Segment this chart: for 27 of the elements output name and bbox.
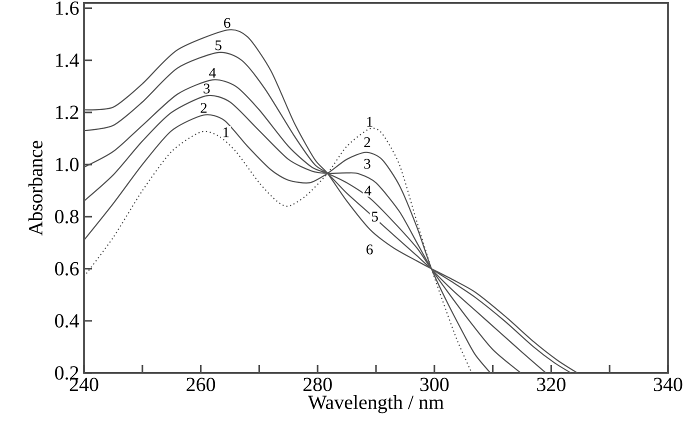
y-tick-label: 0.6: [55, 262, 79, 276]
y-tick-label: 1.2: [56, 106, 78, 120]
series-label: 2: [200, 103, 207, 113]
y-tick-label: 0.2: [55, 366, 78, 380]
x-axis-title: Wavelength / nm: [308, 395, 444, 414]
series-label: 4: [209, 68, 216, 78]
x-tick-label: 280: [303, 378, 332, 392]
annotation: 4: [364, 186, 372, 196]
y-tick-label: 1.4: [56, 54, 79, 68]
series-label: 1: [367, 116, 372, 127]
x-tick-label: 300: [420, 378, 449, 392]
series-label: 3: [204, 84, 210, 94]
x-tick-label: 320: [537, 378, 566, 392]
annotation: 6: [366, 244, 373, 254]
y-tick-label: 0.8: [55, 210, 79, 224]
y-axis-title: Absorbance: [28, 140, 42, 236]
annotation: 3: [364, 158, 370, 169]
series-label: 6: [224, 18, 230, 28]
x-tick-label: 340: [654, 378, 682, 392]
annotation: 1: [224, 127, 229, 138]
x-tick-label: 260: [186, 378, 216, 392]
y-tick-label: 0.4: [55, 314, 79, 328]
y-tick-label: 1.0: [56, 158, 79, 172]
series-label: 5: [216, 40, 222, 50]
annotation: 2: [364, 137, 370, 147]
y-tick-label: 1.6: [56, 1, 79, 15]
annotation: 5: [372, 212, 378, 222]
